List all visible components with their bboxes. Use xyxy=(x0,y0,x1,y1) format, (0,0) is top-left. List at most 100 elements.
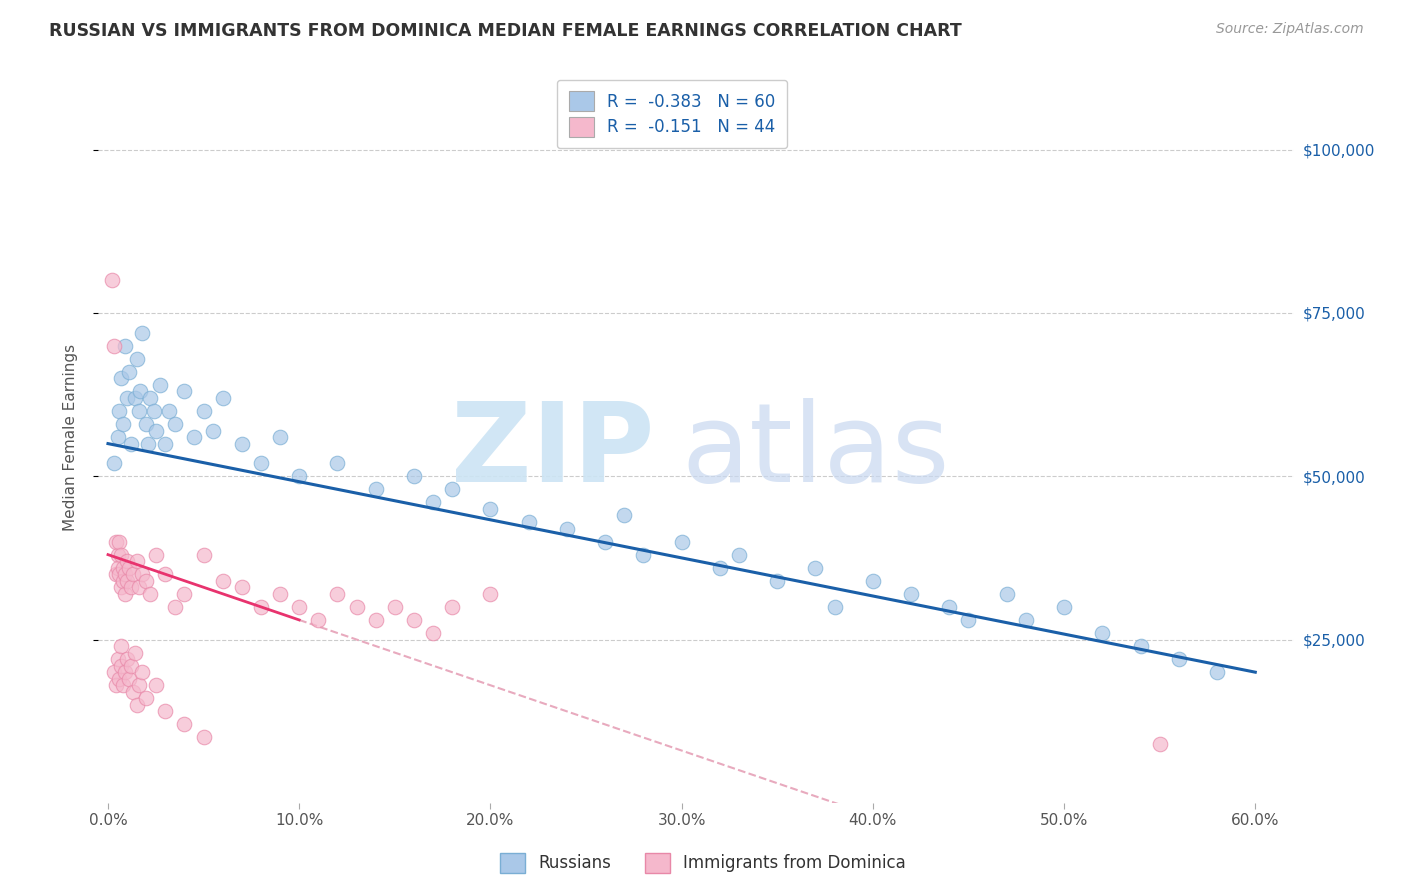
Point xyxy=(115,391,138,405)
Point xyxy=(479,502,502,516)
Point xyxy=(155,567,177,582)
Point xyxy=(120,658,142,673)
Point xyxy=(145,678,167,692)
Point xyxy=(103,338,125,352)
Point xyxy=(110,639,132,653)
Point xyxy=(114,567,136,582)
Point xyxy=(231,580,253,594)
Point xyxy=(112,574,135,588)
Point xyxy=(288,469,311,483)
Point xyxy=(118,365,141,379)
Point xyxy=(114,587,136,601)
Point xyxy=(107,652,129,666)
Point xyxy=(110,548,132,562)
Text: atlas: atlas xyxy=(682,398,949,505)
Point xyxy=(131,326,153,340)
Point xyxy=(112,417,135,431)
Point xyxy=(120,580,142,594)
Point xyxy=(110,658,132,673)
Text: Source: ZipAtlas.com: Source: ZipAtlas.com xyxy=(1216,22,1364,37)
Point xyxy=(131,567,153,582)
Point xyxy=(671,534,693,549)
Point xyxy=(125,351,148,366)
Text: ZIP: ZIP xyxy=(451,398,654,505)
Point xyxy=(124,646,146,660)
Point xyxy=(108,567,131,582)
Point xyxy=(193,548,215,562)
Y-axis label: Median Female Earnings: Median Female Earnings xyxy=(63,343,77,531)
Point xyxy=(142,404,165,418)
Point xyxy=(269,430,291,444)
Point xyxy=(107,560,129,574)
Point xyxy=(384,599,406,614)
Point xyxy=(155,705,177,719)
Point xyxy=(110,580,132,594)
Point xyxy=(202,424,225,438)
Point xyxy=(139,587,162,601)
Point xyxy=(112,678,135,692)
Point xyxy=(402,469,425,483)
Point xyxy=(709,560,731,574)
Point xyxy=(108,534,131,549)
Point xyxy=(995,587,1018,601)
Point xyxy=(1149,737,1171,751)
Point xyxy=(326,587,349,601)
Point xyxy=(766,574,789,588)
Point xyxy=(633,548,655,562)
Point xyxy=(108,404,131,418)
Point xyxy=(121,567,143,582)
Point xyxy=(107,430,129,444)
Point xyxy=(129,384,152,399)
Point xyxy=(1091,626,1114,640)
Point xyxy=(136,436,159,450)
Legend: R =  -0.383   N = 60, R =  -0.151   N = 44: R = -0.383 N = 60, R = -0.151 N = 44 xyxy=(557,79,787,148)
Point xyxy=(231,436,253,450)
Point xyxy=(1206,665,1229,680)
Point xyxy=(173,587,195,601)
Point xyxy=(1167,652,1189,666)
Point xyxy=(900,587,922,601)
Text: RUSSIAN VS IMMIGRANTS FROM DOMINICA MEDIAN FEMALE EARNINGS CORRELATION CHART: RUSSIAN VS IMMIGRANTS FROM DOMINICA MEDI… xyxy=(49,22,962,40)
Point xyxy=(1015,613,1038,627)
Point xyxy=(938,599,960,614)
Point xyxy=(155,436,177,450)
Point xyxy=(124,391,146,405)
Point xyxy=(108,672,131,686)
Point xyxy=(555,521,578,535)
Point xyxy=(422,626,444,640)
Point xyxy=(346,599,368,614)
Point xyxy=(128,678,150,692)
Point xyxy=(114,338,136,352)
Point xyxy=(862,574,884,588)
Point xyxy=(824,599,846,614)
Point xyxy=(288,599,311,614)
Point xyxy=(728,548,751,562)
Point xyxy=(163,417,186,431)
Point xyxy=(613,508,636,523)
Point xyxy=(135,691,157,706)
Point xyxy=(112,560,135,574)
Point xyxy=(131,665,153,680)
Point xyxy=(110,371,132,385)
Point xyxy=(104,678,127,692)
Point xyxy=(957,613,980,627)
Legend: Russians, Immigrants from Dominica: Russians, Immigrants from Dominica xyxy=(494,847,912,880)
Point xyxy=(149,377,172,392)
Point xyxy=(479,587,502,601)
Point xyxy=(128,580,150,594)
Point xyxy=(104,567,127,582)
Point xyxy=(422,495,444,509)
Point xyxy=(145,548,167,562)
Point xyxy=(402,613,425,627)
Point xyxy=(364,483,387,497)
Point xyxy=(364,613,387,627)
Point xyxy=(307,613,329,627)
Point xyxy=(115,574,138,588)
Point xyxy=(103,456,125,470)
Point xyxy=(173,717,195,731)
Point xyxy=(104,534,127,549)
Point xyxy=(103,665,125,680)
Point xyxy=(183,430,205,444)
Point xyxy=(157,404,180,418)
Point xyxy=(128,404,150,418)
